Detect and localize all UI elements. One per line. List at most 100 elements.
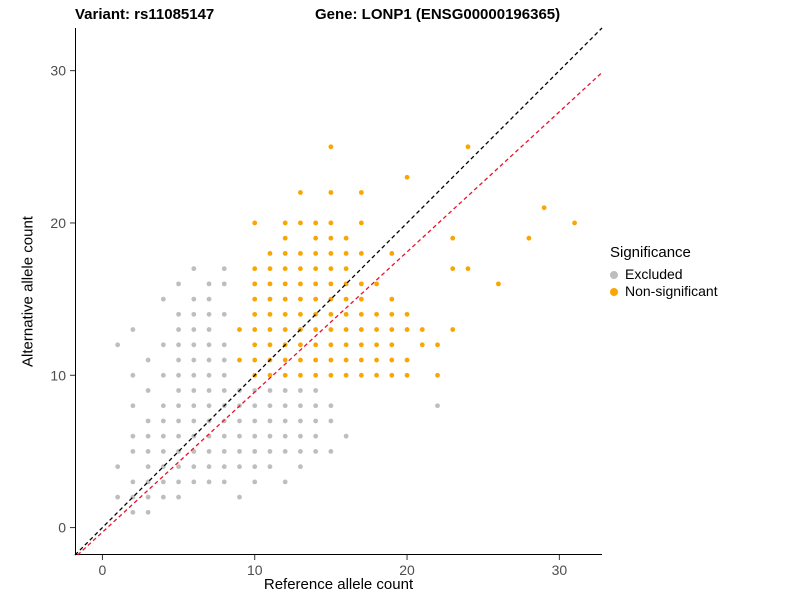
data-point-excluded xyxy=(206,388,212,393)
data-point-non-significant xyxy=(419,327,425,332)
data-point-excluded xyxy=(115,494,121,500)
data-point-excluded xyxy=(313,388,319,393)
x-tick-label: 30 xyxy=(552,562,568,578)
data-point-excluded xyxy=(206,342,212,348)
data-point-excluded xyxy=(298,388,303,393)
data-point-non-significant xyxy=(282,281,288,287)
data-point-excluded xyxy=(130,479,136,485)
data-point-excluded xyxy=(206,372,212,378)
data-point-non-significant xyxy=(252,342,258,348)
data-point-non-significant xyxy=(298,342,303,348)
data-point-excluded xyxy=(206,403,212,409)
data-point-excluded xyxy=(206,464,212,470)
data-point-excluded xyxy=(282,388,288,393)
data-point-non-significant xyxy=(313,220,319,226)
data-point-excluded xyxy=(160,433,166,439)
data-point-non-significant xyxy=(358,342,364,348)
data-point-excluded xyxy=(328,418,334,424)
data-point-excluded xyxy=(252,479,258,485)
data-point-excluded xyxy=(252,464,258,470)
data-point-non-significant xyxy=(282,311,288,317)
data-point-non-significant xyxy=(328,342,334,348)
variant-title: Variant: rs11085147 xyxy=(75,6,215,23)
data-point-non-significant xyxy=(358,311,364,317)
data-point-non-significant xyxy=(389,342,395,348)
data-point-excluded xyxy=(237,494,242,500)
data-point-non-significant xyxy=(282,296,288,302)
legend-item-label: Non-significant xyxy=(625,283,718,299)
data-point-non-significant xyxy=(328,281,334,287)
data-point-non-significant xyxy=(358,190,364,195)
data-point-excluded xyxy=(298,449,303,454)
data-point-non-significant xyxy=(450,266,456,272)
data-point-non-significant xyxy=(328,372,334,378)
x-tick-label: 10 xyxy=(247,562,263,578)
data-point-excluded xyxy=(160,479,166,485)
data-point-excluded xyxy=(221,372,227,378)
data-point-non-significant xyxy=(404,357,410,363)
data-point-excluded xyxy=(221,281,227,287)
data-point-non-significant xyxy=(298,281,303,287)
data-point-non-significant xyxy=(358,220,364,226)
data-point-non-significant xyxy=(313,251,319,256)
data-point-excluded xyxy=(115,464,121,470)
data-point-non-significant xyxy=(343,296,349,302)
data-point-excluded xyxy=(221,479,227,485)
data-point-excluded xyxy=(176,433,181,439)
data-point-excluded xyxy=(328,403,334,409)
data-point-non-significant xyxy=(252,311,258,317)
data-point-excluded xyxy=(435,403,440,409)
data-point-excluded xyxy=(191,479,197,485)
data-point-excluded xyxy=(191,327,197,332)
data-point-excluded xyxy=(221,418,227,424)
data-point-excluded xyxy=(160,372,166,378)
y-tick-label: 20 xyxy=(50,215,66,231)
data-point-non-significant xyxy=(328,357,334,363)
data-point-non-significant xyxy=(298,372,303,378)
data-point-excluded xyxy=(191,296,197,302)
data-point-excluded xyxy=(267,464,273,470)
data-point-excluded xyxy=(176,403,181,409)
data-point-excluded xyxy=(313,449,319,454)
data-point-non-significant xyxy=(343,342,349,348)
data-point-excluded xyxy=(145,388,151,393)
data-point-non-significant xyxy=(572,220,577,226)
data-point-non-significant xyxy=(282,220,288,226)
data-point-excluded xyxy=(191,342,197,348)
data-point-excluded xyxy=(343,433,349,439)
fit-reference-line xyxy=(77,72,603,556)
data-point-non-significant xyxy=(282,266,288,272)
data-point-non-significant xyxy=(404,174,410,180)
data-point-excluded xyxy=(298,464,303,470)
data-point-non-significant xyxy=(343,251,349,256)
data-point-excluded xyxy=(282,418,288,424)
data-point-excluded xyxy=(176,357,181,363)
data-point-excluded xyxy=(160,296,166,302)
data-point-non-significant xyxy=(389,311,395,317)
data-point-excluded xyxy=(267,403,273,409)
data-point-excluded xyxy=(176,388,181,393)
data-point-non-significant xyxy=(435,372,440,378)
data-point-non-significant xyxy=(358,296,364,302)
x-tick-label: 20 xyxy=(399,562,415,578)
data-point-non-significant xyxy=(298,251,303,256)
data-point-excluded xyxy=(191,311,197,317)
data-point-excluded xyxy=(237,418,242,424)
data-point-non-significant xyxy=(252,220,258,226)
y-tick-label: 10 xyxy=(50,367,66,383)
data-point-non-significant xyxy=(252,266,258,272)
data-point-excluded xyxy=(252,418,258,424)
data-point-excluded xyxy=(267,449,273,454)
data-point-excluded xyxy=(252,449,258,454)
data-point-excluded xyxy=(221,342,227,348)
data-point-excluded xyxy=(267,388,273,393)
data-point-non-significant xyxy=(389,372,395,378)
data-point-excluded xyxy=(145,449,151,454)
data-point-excluded xyxy=(206,311,212,317)
data-point-non-significant xyxy=(282,372,288,378)
data-point-excluded xyxy=(160,418,166,424)
data-point-non-significant xyxy=(313,266,319,272)
data-point-excluded xyxy=(176,418,181,424)
data-point-non-significant xyxy=(252,327,258,332)
